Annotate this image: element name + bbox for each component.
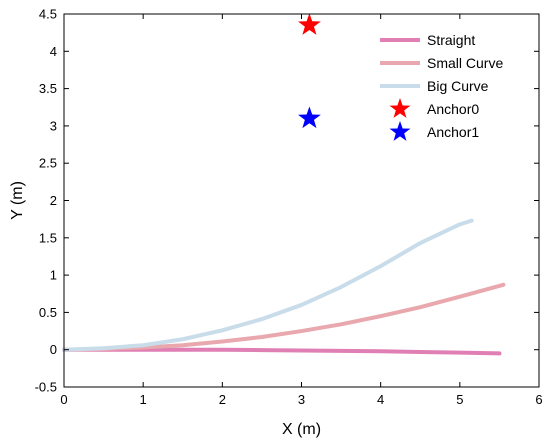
x-tick-label: 0: [60, 392, 67, 407]
axis-ticks: 0 1 2 3 4 5 6-0.500.511.522.533.544.5: [35, 7, 543, 408]
legend-label-small-curve: Small Curve: [427, 55, 503, 71]
y-tick-label: 1.5: [39, 230, 57, 245]
y-axis-label: Y (m): [9, 181, 26, 220]
y-tick-label: 0: [50, 342, 57, 357]
y-tick-label: 1: [50, 268, 57, 283]
y-tick-label: 3: [50, 118, 57, 133]
series-layer: [62, 13, 506, 356]
series-line-straight: [62, 347, 502, 356]
marker-anchor0: [298, 13, 321, 35]
legend-label-straight: Straight: [427, 32, 475, 48]
marker-anchor1: [298, 106, 321, 129]
legend: Straight Small Curve Big Curve Anchor0 Ancho…: [380, 32, 503, 141]
x-tick-label: 4: [377, 392, 384, 407]
x-tick-label: 2: [219, 392, 226, 407]
y-tick-label: 3.5: [39, 81, 57, 96]
y-tick-label: 2.5: [39, 156, 57, 171]
y-tick-label: 0.5: [39, 305, 57, 320]
x-tick-label: 5: [456, 392, 463, 407]
x-tick-label: 3: [298, 392, 305, 407]
x-axis-label: X (m): [282, 421, 321, 438]
y-tick-label: 2: [50, 193, 57, 208]
x-tick-label: 6: [535, 392, 542, 407]
legend-marker-anchor0: [389, 98, 411, 118]
series-line-small-curve: [62, 282, 506, 352]
y-tick-label: 4: [50, 44, 57, 59]
legend-label-anchor1: Anchor1: [427, 124, 479, 140]
x-tick-label: 1: [140, 392, 147, 407]
y-tick-label: -0.5: [35, 380, 57, 395]
legend-marker-anchor1: [389, 121, 411, 141]
legend-label-anchor0: Anchor0: [427, 101, 479, 117]
y-tick-label: 4.5: [39, 7, 57, 22]
legend-label-big-curve: Big Curve: [427, 78, 489, 94]
series-line-big-curve: [62, 218, 474, 352]
